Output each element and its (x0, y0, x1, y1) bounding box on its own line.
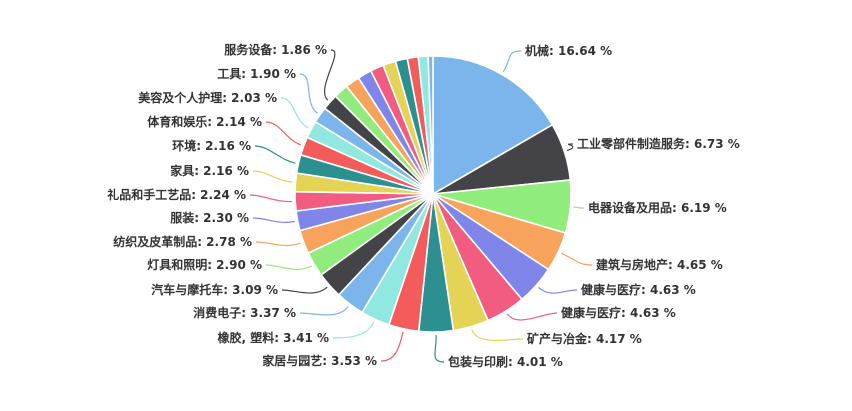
slice-label: 美容及个人护理: 2.03 % (138, 90, 277, 105)
label-connector (265, 264, 312, 270)
slice-label: 纺织及皮革制品: 2.78 % (113, 234, 252, 249)
slice-label: 服务设备: 1.86 % (224, 42, 327, 57)
label-connectors-group (249, 49, 593, 363)
slice-label: 礼品和手工艺品: 2.24 % (107, 187, 246, 202)
slice-label: 家居与园艺: 3.53 % (262, 353, 377, 368)
label-connector (280, 97, 309, 129)
label-connector (538, 286, 578, 294)
label-connector (434, 334, 445, 363)
slice-label: 橡胶, 塑料: 3.41 % (217, 330, 329, 345)
pie-slice[interactable] (427, 55, 434, 195)
slice-label: 工具: 1.90 % (217, 67, 296, 81)
slice-label: 服装: 2.30 % (170, 210, 249, 225)
pie-slices-group (294, 55, 572, 333)
label-connector (299, 306, 349, 316)
slice-label: 家具: 2.16 % (170, 163, 249, 178)
label-connector (502, 50, 522, 73)
label-connector (255, 241, 302, 247)
label-connector (299, 73, 318, 114)
slice-label: 机械: 16.64 % (525, 43, 612, 58)
label-connector (249, 194, 293, 203)
label-connector (573, 206, 585, 209)
slice-label: 灯具和照明: 2.90 % (147, 257, 262, 272)
label-connector (471, 329, 524, 342)
slice-label: 体育和娱乐: 2.14 % (147, 114, 262, 129)
label-connector (506, 312, 558, 321)
slice-label: 健康与医疗: 4.63 % (561, 305, 676, 320)
slice-label: 环境: 2.16 % (172, 138, 251, 153)
slice-label: 建筑与房地产: 4.65 % (595, 257, 723, 272)
label-connector (560, 252, 593, 266)
slice-label: 消费电子: 3.37 % (193, 305, 296, 320)
slice-label: 工业零部件制造服务: 6.73 % (577, 136, 740, 151)
label-connector (254, 145, 296, 164)
label-connector (252, 170, 293, 183)
slice-label: 电器设备及用品: 6.19 % (588, 200, 727, 215)
slice-label: 包装与印刷: 4.01 % (447, 354, 563, 369)
slice-labels-group: 机械: 16.64 % 工业零部件制造服务: 6.73 % 电器设备及用品: 6.1… (107, 42, 740, 369)
label-connector (332, 321, 375, 339)
slice-label: 矿产与冶金: 4.17 % (527, 331, 642, 346)
label-connector (380, 331, 404, 362)
slice-label: 汽车与摩托车: 3.09 % (151, 282, 278, 297)
label-connector (252, 217, 295, 223)
slice-label: 健康与医疗: 4.63 % (581, 282, 696, 297)
pie-slice[interactable] (432, 55, 554, 195)
label-connector (566, 143, 574, 152)
label-connector (281, 286, 328, 294)
label-connector (265, 121, 302, 146)
label-connector (324, 49, 336, 101)
